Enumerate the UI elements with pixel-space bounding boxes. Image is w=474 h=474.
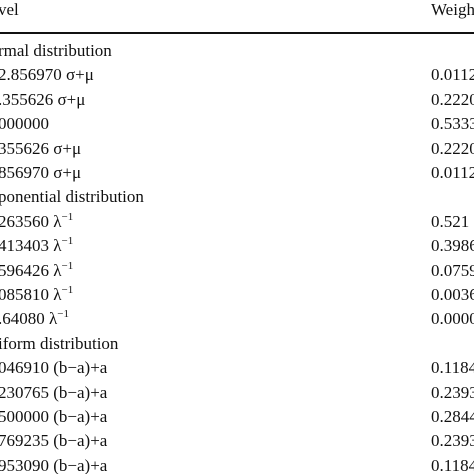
section-label: iform distribution — [0, 333, 119, 353]
level-text: 856970 σ+μ — [0, 163, 82, 182]
weight-cell: 0.2844 — [431, 407, 474, 426]
level-exponent: −1 — [61, 235, 74, 248]
level-cell: .64080 λ−1 — [0, 309, 69, 329]
level-cell: 2.856970 σ+μ — [0, 65, 94, 85]
level-cell: 230765 (b−a)+a — [0, 383, 107, 403]
level-exponent: −1 — [57, 308, 69, 321]
level-text: 000000 — [0, 114, 49, 134]
level-exponent: −1 — [61, 284, 74, 296]
level-cell: 769235 (b−a)+a — [0, 431, 107, 451]
level-cell: 500000 (b−a)+a — [0, 407, 107, 427]
level-text: 596426 λ — [0, 260, 62, 280]
level-cell: 000000 — [0, 114, 49, 134]
level-cell: 355626 σ+μ — [0, 139, 81, 159]
level-exponent: −1 — [61, 259, 74, 272]
level-text: 046910 (b−a)+a — [0, 358, 108, 378]
weight-cell: 0.2220 — [431, 89, 474, 109]
level-cell: 085810 λ−1 — [0, 285, 73, 305]
level-cell: .355626 σ+μ — [0, 90, 85, 110]
weight-cell: 0.3986 — [431, 236, 474, 256]
level-cell: 413403 λ−1 — [0, 236, 73, 256]
level-text: 500000 (b−a)+a — [0, 407, 108, 426]
level-text: 355626 σ+μ — [0, 138, 82, 158]
level-exponent: −1 — [61, 210, 74, 223]
level-cell: 856970 σ+μ — [0, 163, 81, 183]
weight-cell: 0.2220 — [431, 138, 474, 158]
level-text: .64080 λ — [0, 309, 58, 329]
weight-cell: 0.1184 — [431, 455, 474, 474]
level-cell: 953090 (b−a)+a — [0, 456, 107, 474]
level-text: 2.856970 σ+μ — [0, 65, 94, 85]
level-cell: 263560 λ−1 — [0, 210, 74, 232]
weight-cell: 0.0112 — [431, 65, 474, 85]
level-cell: 046910 (b−a)+a — [0, 358, 107, 378]
weight-cell: 0.521 — [431, 211, 470, 231]
level-text: 085810 λ — [0, 285, 62, 304]
level-cell: 596426 λ−1 — [0, 259, 74, 281]
level-text: 769235 (b−a)+a — [0, 431, 108, 451]
weight-cell: 0.0759 — [431, 260, 474, 280]
weight-cell: 0.2393 — [431, 382, 474, 402]
header-cell: vel — [0, 0, 19, 19]
section-label: rmal distribution — [0, 41, 112, 60]
weight-cell: 0.2393 — [431, 431, 474, 451]
level-text: .355626 σ+μ — [0, 89, 86, 109]
weight-cell: 0.0036 — [431, 285, 474, 304]
header-cell: Weigh — [431, 0, 474, 19]
level-text: 230765 (b−a)+a — [0, 382, 108, 402]
weight-cell: 0.0112 — [431, 163, 474, 182]
weight-cell: 0.5333 — [431, 114, 474, 134]
weight-cell: 0.0000 — [431, 309, 474, 329]
level-text: 953090 (b−a)+a — [0, 455, 108, 474]
section-label: ponential distribution — [0, 187, 144, 207]
level-text: 413403 λ — [0, 236, 62, 256]
level-text: 263560 λ — [0, 211, 62, 231]
header-rule — [0, 32, 474, 34]
weight-cell: 0.1184 — [431, 358, 474, 378]
